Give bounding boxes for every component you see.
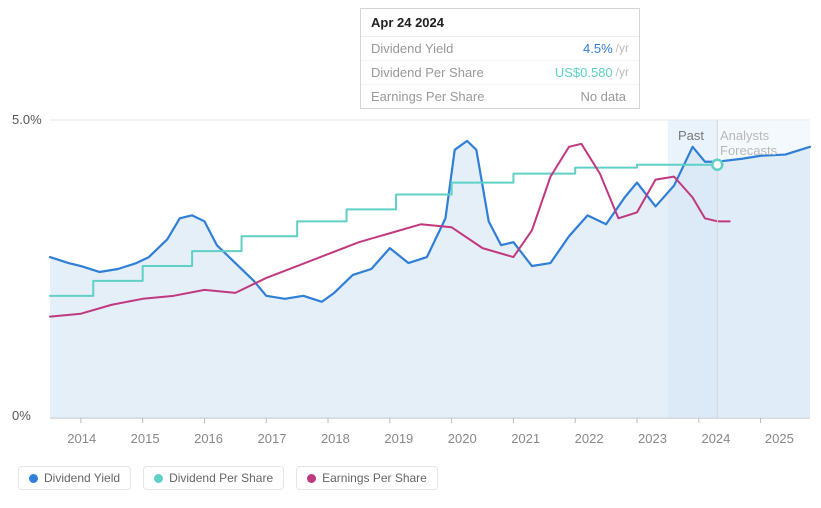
x-tick: 2017 xyxy=(240,431,303,446)
forecast-band-label: Analysts Forecasts xyxy=(720,128,821,158)
x-tick: 2019 xyxy=(367,431,430,446)
x-tick: 2022 xyxy=(557,431,620,446)
tooltip-row-eps: Earnings Per Share No data xyxy=(361,85,639,108)
past-band-label: Past xyxy=(678,128,704,143)
tooltip-label: Earnings Per Share xyxy=(371,89,580,104)
legend-label: Earnings Per Share xyxy=(322,471,427,485)
tooltip-value: US$0.580 xyxy=(555,65,613,80)
legend-item[interactable]: Dividend Per Share xyxy=(143,466,284,490)
tooltip-date: Apr 24 2024 xyxy=(361,9,639,37)
tooltip-label: Dividend Yield xyxy=(371,41,583,56)
tooltip-unit: /yr xyxy=(616,41,629,56)
legend-dot-icon xyxy=(307,474,316,483)
x-tick: 2024 xyxy=(684,431,747,446)
dividend-chart: Apr 24 2024 Dividend Yield 4.5% /yr Divi… xyxy=(0,0,821,508)
tooltip-value: No data xyxy=(580,89,626,104)
tooltip-unit: /yr xyxy=(616,65,629,80)
legend-label: Dividend Per Share xyxy=(169,471,273,485)
tooltip-row-dps: Dividend Per Share US$0.580 /yr xyxy=(361,61,639,85)
legend-item[interactable]: Dividend Yield xyxy=(18,466,131,490)
chart-tooltip: Apr 24 2024 Dividend Yield 4.5% /yr Divi… xyxy=(360,8,640,109)
legend-label: Dividend Yield xyxy=(44,471,120,485)
x-tick: 2015 xyxy=(113,431,176,446)
legend-item[interactable]: Earnings Per Share xyxy=(296,466,438,490)
y-tick-min: 0% xyxy=(12,408,31,423)
legend-dot-icon xyxy=(29,474,38,483)
x-tick: 2025 xyxy=(748,431,811,446)
x-tick: 2023 xyxy=(621,431,684,446)
tooltip-value: 4.5% xyxy=(583,41,613,56)
x-tick: 2021 xyxy=(494,431,557,446)
x-tick: 2014 xyxy=(50,431,113,446)
x-tick: 2016 xyxy=(177,431,240,446)
x-tick: 2020 xyxy=(431,431,494,446)
y-tick-max: 5.0% xyxy=(12,112,42,127)
x-tick: 2018 xyxy=(304,431,367,446)
tooltip-row-yield: Dividend Yield 4.5% /yr xyxy=(361,37,639,61)
legend-dot-icon xyxy=(154,474,163,483)
x-axis: 2014201520162017201820192020202120222023… xyxy=(50,431,811,446)
tooltip-label: Dividend Per Share xyxy=(371,65,555,80)
chart-legend: Dividend Yield Dividend Per Share Earnings… xyxy=(18,466,438,490)
